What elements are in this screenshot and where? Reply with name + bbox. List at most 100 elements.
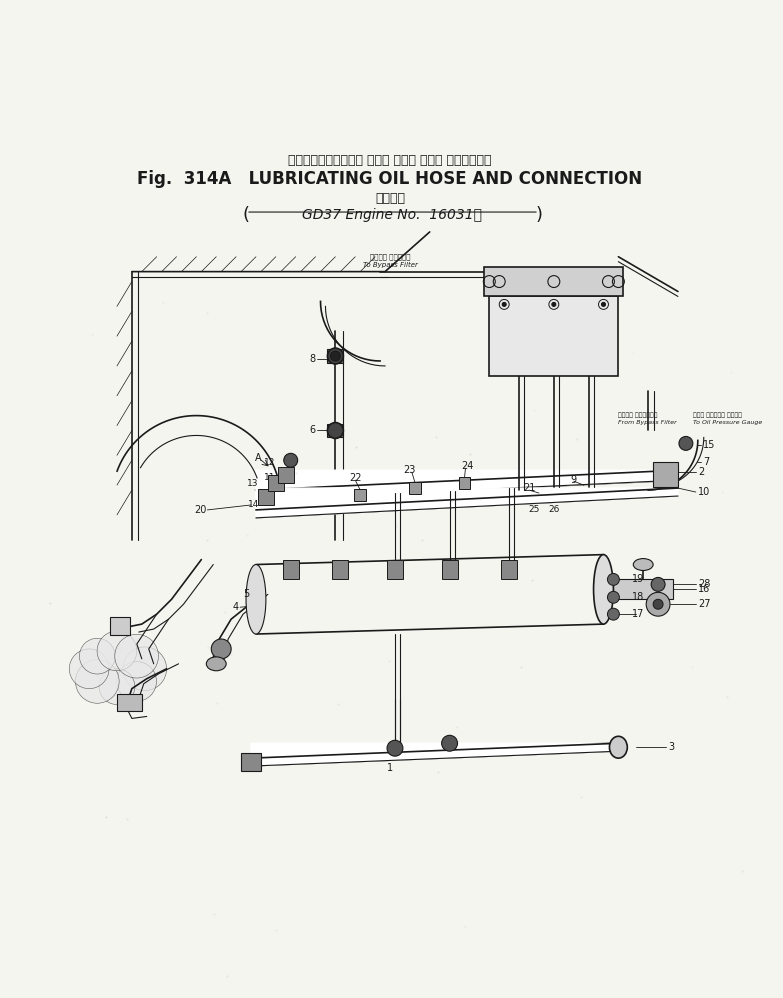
Circle shape	[79, 639, 115, 674]
Text: 24: 24	[461, 461, 474, 471]
Text: 12: 12	[265, 458, 276, 467]
Circle shape	[282, 471, 290, 479]
Circle shape	[504, 565, 514, 575]
Circle shape	[679, 436, 693, 450]
Circle shape	[653, 599, 663, 609]
Bar	[241, 753, 261, 771]
Bar	[278, 467, 294, 483]
Circle shape	[608, 608, 619, 620]
Circle shape	[502, 302, 506, 306]
Circle shape	[390, 565, 400, 575]
Text: 13: 13	[247, 479, 259, 488]
Ellipse shape	[633, 559, 653, 571]
Text: 適用号機: 適用号機	[375, 192, 405, 205]
Text: 18: 18	[632, 592, 644, 603]
Circle shape	[123, 647, 167, 691]
Text: 25: 25	[529, 505, 539, 514]
Ellipse shape	[246, 565, 266, 634]
Circle shape	[387, 741, 403, 756]
Bar	[327, 423, 343, 437]
Circle shape	[211, 639, 231, 659]
Text: 2: 2	[698, 467, 704, 477]
Circle shape	[286, 565, 296, 575]
Text: 27: 27	[698, 599, 710, 609]
Circle shape	[552, 302, 556, 306]
Ellipse shape	[594, 555, 613, 624]
Text: 1: 1	[387, 763, 393, 773]
Text: 3: 3	[668, 743, 674, 752]
Bar	[117, 694, 142, 712]
Text: 7: 7	[703, 457, 709, 467]
Polygon shape	[256, 470, 678, 500]
Text: ): )	[536, 206, 543, 224]
Bar	[409, 482, 420, 494]
Circle shape	[646, 593, 670, 616]
Circle shape	[117, 662, 157, 702]
Circle shape	[411, 484, 419, 492]
Bar	[327, 349, 343, 363]
Circle shape	[327, 348, 343, 364]
Circle shape	[657, 466, 673, 482]
Text: To Bypass Filter: To Bypass Filter	[363, 261, 417, 267]
Text: 4: 4	[233, 602, 239, 612]
Text: 20: 20	[194, 505, 207, 515]
Text: 28: 28	[698, 580, 710, 590]
Text: From Bypass Filter: From Bypass Filter	[619, 420, 677, 425]
Text: Fig.  314A   LUBRICATING OIL HOSE AND CONNECTION: Fig. 314A LUBRICATING OIL HOSE AND CONNE…	[138, 171, 643, 189]
Text: 17: 17	[632, 609, 644, 619]
Bar	[459, 477, 471, 489]
Text: 6: 6	[309, 425, 316, 435]
Circle shape	[608, 592, 619, 603]
Text: 15: 15	[703, 440, 715, 450]
Polygon shape	[251, 744, 619, 766]
Bar	[501, 560, 517, 580]
Bar	[653, 462, 678, 487]
Circle shape	[70, 649, 109, 689]
Circle shape	[327, 422, 343, 438]
Circle shape	[335, 565, 345, 575]
Bar	[110, 617, 130, 635]
Circle shape	[651, 578, 665, 592]
Circle shape	[601, 302, 605, 306]
Text: バイパス フィルタより: バイパス フィルタより	[619, 413, 658, 418]
Polygon shape	[256, 488, 678, 518]
Text: 14: 14	[247, 500, 259, 509]
Text: 5: 5	[243, 589, 249, 600]
Text: オイル プレッシャ ゲージへ: オイル プレッシャ ゲージへ	[693, 413, 742, 418]
Circle shape	[245, 756, 257, 768]
Bar	[333, 560, 348, 580]
Circle shape	[97, 631, 137, 671]
Circle shape	[445, 565, 455, 575]
Circle shape	[262, 493, 270, 501]
Text: To Oil Pressure Gauge: To Oil Pressure Gauge	[693, 420, 762, 425]
Circle shape	[442, 736, 457, 751]
Circle shape	[99, 669, 135, 705]
Circle shape	[460, 479, 468, 487]
Bar	[613, 580, 673, 599]
Circle shape	[356, 491, 364, 499]
Text: (: (	[243, 206, 250, 224]
Text: 23: 23	[404, 465, 416, 475]
Circle shape	[608, 574, 619, 586]
Text: 19: 19	[632, 575, 644, 585]
Text: ルーブリケーティング オイル ホース および コネクション: ルーブリケーティング オイル ホース および コネクション	[288, 154, 492, 167]
Text: GD37 Engine No.  16031～: GD37 Engine No. 16031～	[302, 208, 482, 222]
Text: 22: 22	[349, 473, 362, 483]
Text: 8: 8	[309, 354, 316, 364]
Bar	[442, 560, 457, 580]
Text: 16: 16	[698, 585, 710, 595]
Bar	[485, 266, 623, 296]
Circle shape	[115, 635, 158, 678]
Circle shape	[283, 453, 298, 467]
Text: バイパス フィルタへ: バイパス フィルタへ	[370, 253, 410, 260]
Text: 26: 26	[548, 505, 560, 514]
Bar	[387, 560, 403, 580]
Text: 9: 9	[571, 475, 577, 485]
Bar	[258, 489, 274, 505]
Circle shape	[272, 479, 280, 487]
Bar	[489, 296, 619, 376]
Bar	[354, 489, 366, 501]
Ellipse shape	[609, 737, 627, 758]
Bar	[283, 560, 298, 580]
Circle shape	[330, 351, 341, 361]
